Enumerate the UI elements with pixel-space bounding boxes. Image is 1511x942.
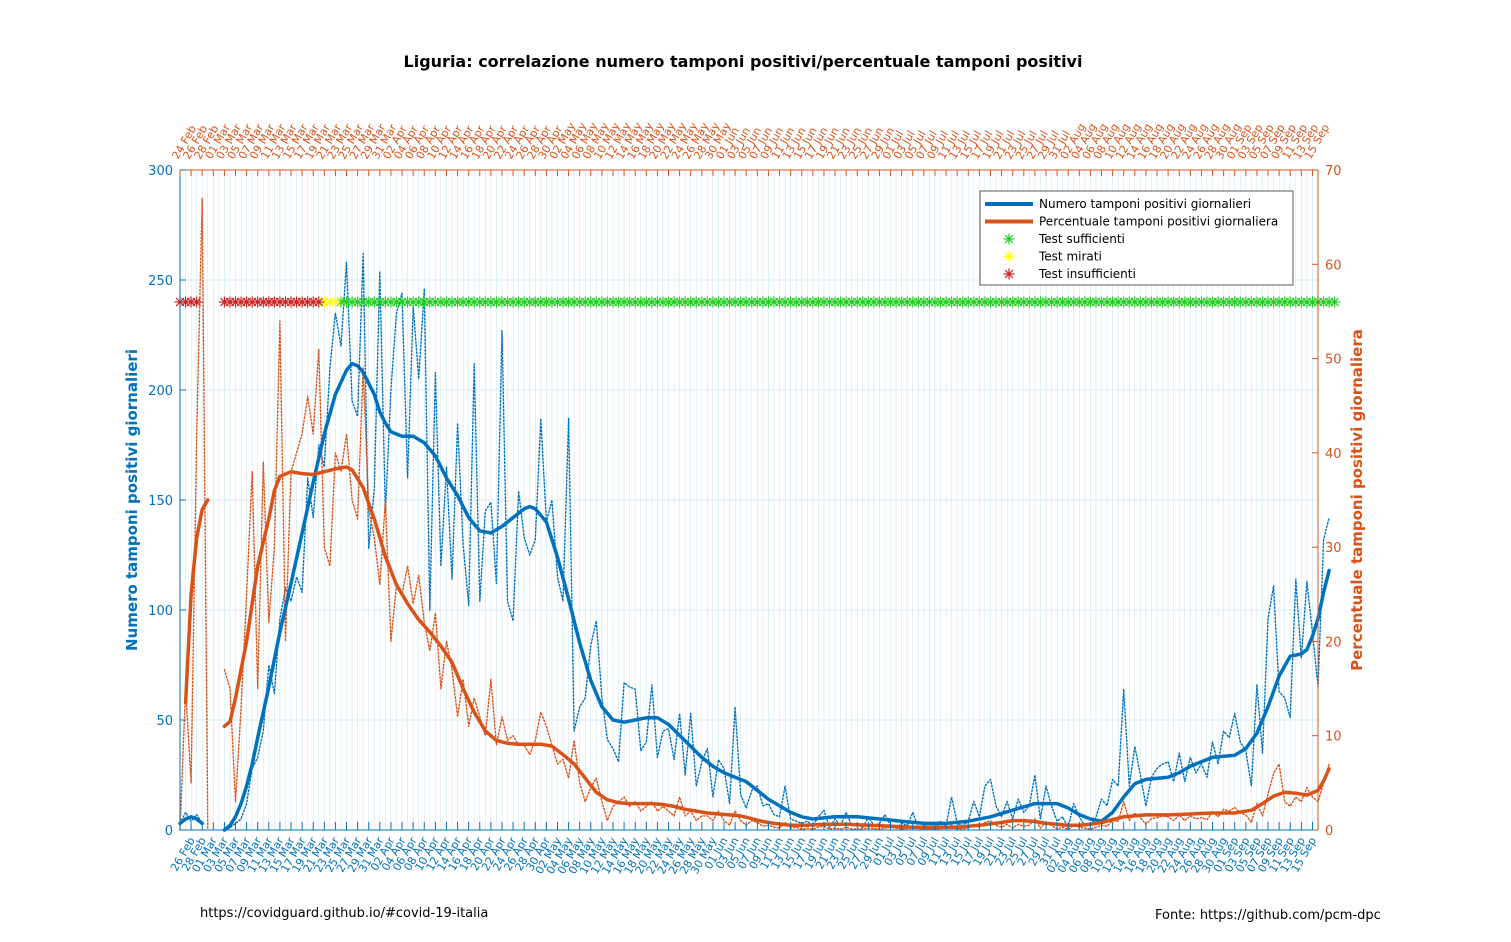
legend-swatch-marker [1003, 268, 1015, 280]
asterisk-stroke [331, 297, 340, 307]
legend-box [979, 190, 1294, 286]
y-tick-label-right: 30 [1325, 541, 1342, 556]
asterisk-stroke [1004, 234, 1014, 244]
series-daily-line-2 [223, 252, 1330, 831]
y-tick-label-left: 200 [148, 384, 173, 399]
series-line-1 [222, 465, 1331, 829]
y-tick-label-right: 10 [1325, 730, 1342, 745]
y-tick-label-left: 50 [156, 714, 173, 729]
y-tick-label-left: 300 [148, 164, 173, 179]
legend-entry-label: Percentuale tamponi positivi giornaliera [1039, 215, 1278, 229]
y-tick-label-left: 0 [165, 824, 173, 839]
legend-entry-label: Test sufficienti [1038, 232, 1125, 246]
series-line-0 [222, 361, 1331, 832]
y-tick-label-right: 20 [1325, 635, 1342, 650]
test-markers [174, 296, 1341, 308]
smoothed-series [178, 361, 1331, 832]
y-tick-label-left: 150 [148, 494, 173, 509]
footer-source-left[interactable]: https://covidguard.github.io/#covid-19-i… [200, 906, 489, 921]
y-tick-label-right: 40 [1325, 447, 1342, 462]
chart-title: Liguria: correlazione numero tamponi pos… [404, 52, 1083, 71]
y-tick-label-left: 250 [148, 274, 173, 289]
y-tick-label-left: 100 [148, 604, 173, 619]
grid [179, 169, 1319, 831]
y-tick-label-right: 60 [1325, 258, 1342, 273]
marker-test-insufficienti [313, 296, 325, 308]
series-daily-line-3 [179, 197, 209, 831]
legend-swatch-marker [1003, 233, 1015, 245]
marker-test-sufficienti [1329, 296, 1341, 308]
y-axis-label-right: Percentuale tamponi positivi giornaliera [1348, 329, 1366, 671]
y-tick-label-right: 50 [1325, 353, 1342, 368]
legend-entry-label: Test insufficienti [1038, 267, 1136, 281]
marker-test-insufficienti [191, 296, 203, 308]
series-line-1 [183, 498, 210, 705]
y-tick-label-right: 70 [1325, 164, 1342, 179]
y-tick-label-right: 0 [1325, 824, 1333, 839]
y-axis-label-left: Numero tamponi positivi giornalieri [123, 349, 141, 651]
asterisk-stroke [1004, 269, 1014, 279]
legend-entry-label: Numero tamponi positivi giornalieri [1039, 197, 1251, 211]
asterisk-stroke [314, 297, 324, 307]
axes [179, 169, 1319, 831]
legend: Numero tamponi positivi giornalieri Perce… [979, 190, 1294, 286]
footer-source-right[interactable]: Fonte: https://github.com/pcm-dpc [1155, 908, 1381, 923]
asterisk-stroke [1004, 252, 1014, 261]
marker-test-mirati [329, 296, 341, 308]
asterisk-stroke [1330, 297, 1339, 307]
asterisk-stroke [192, 297, 201, 307]
series-daily-line-2 [179, 811, 203, 825]
legend-entry-label: Test mirati [1038, 250, 1102, 264]
legend-swatch-marker [1003, 251, 1015, 262]
series-line-0 [178, 815, 204, 826]
